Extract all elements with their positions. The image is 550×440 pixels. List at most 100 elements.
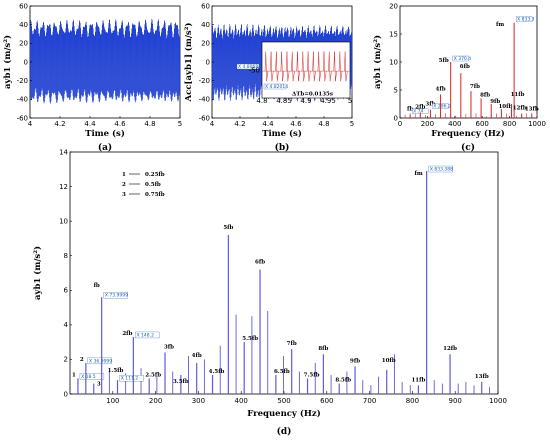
panel-d-legend-text: 0.25fb	[145, 172, 165, 178]
panel-d-peak-label: 4fb	[192, 353, 202, 359]
panel-d-peak-label: 3	[97, 382, 101, 388]
panel-d-peak-label: 11fb	[411, 377, 425, 383]
panel-d-peak-label: 10fb	[382, 358, 396, 364]
panel-c-ylabel: ayb1 (m/s²)	[372, 35, 383, 89]
panel-c-datatip: X 296.2	[433, 103, 451, 109]
panel-d-datatip: X 18.5	[81, 374, 96, 380]
panel-d-xtick-label: 1000	[489, 397, 507, 405]
panel-d-peak-label: 7.5fb	[304, 372, 320, 378]
panel-d-xtick-label: 300	[192, 397, 205, 405]
panel-d-peak-label: 1	[72, 372, 76, 378]
panel-b-ytick-label: 40	[201, 21, 210, 29]
panel-c-xtick-label: 400	[448, 120, 461, 128]
panel-c-xlabel: Frequency (Hz)	[431, 128, 504, 139]
panel-d-legend-text: 0.75fb	[145, 192, 165, 198]
panel-d-legend-num: 3	[122, 192, 126, 198]
panel-b-datatip-1: X 4.80684	[238, 64, 261, 70]
panel-b-xtick-label: 4.8	[318, 120, 329, 128]
panel-b-datatip-2: X 4.82014	[265, 84, 288, 90]
panel-d-datatip: X 73.9999	[105, 293, 128, 299]
panel-c-datatip-box	[452, 55, 469, 62]
panel-d-peak-label: 3fb	[164, 345, 174, 351]
panel-c-ytick-label: 5	[394, 86, 398, 94]
panel-b-ytick-label: -40	[199, 96, 210, 104]
panel-c-datatip: X 74	[413, 108, 423, 114]
panel-b-caption: (b)	[275, 142, 290, 153]
panel-d-peak-label: 4.5fb	[209, 369, 225, 375]
panel-d-ytick-label: 10	[59, 217, 68, 225]
panel-a-xtick-label: 4	[28, 120, 33, 128]
panel-b-xtick-label: 4	[210, 120, 215, 128]
panel-c-peak-label: 7fb	[470, 84, 480, 90]
panel-a-caption: (a)	[98, 142, 112, 153]
panel-d-peak-label: 9fb	[350, 358, 360, 364]
panel-d-datatip-box	[79, 373, 105, 380]
panel-a-ytick-label: 20	[19, 40, 28, 48]
panel-c-peak-label: 10fb	[498, 104, 512, 110]
panel-b-xtick-label: 4.4	[262, 120, 274, 128]
panel-b-datatip-1-box	[236, 63, 260, 70]
panel-a-ytick-label: 40	[19, 21, 28, 29]
panel-b-inset-signal	[264, 51, 348, 82]
panel-d-legend-text: 0.5fb	[145, 182, 161, 188]
panel-b-inset: X 4.80684 X 4.82014 ΔTb=0.0135s 4.8 4.85 4.9 4…	[236, 41, 352, 105]
panel-a-xtick-label: 4.6	[114, 120, 126, 128]
panel-c-xtick-label: 200	[421, 120, 434, 128]
panel-c-peak-label: 12fb	[513, 106, 527, 112]
panel-a-xtick-label: 4.4	[84, 120, 96, 128]
panel-a-xtick-label: 4.2	[54, 120, 65, 128]
panel-c-ytick-label: 15	[389, 30, 398, 38]
panel-d-xtick-label: 200	[149, 397, 162, 405]
panel-c-datatip: X 370.4	[454, 56, 472, 62]
panel-c-peak-label: 3fb	[425, 102, 435, 108]
panel-c-peak-label: 2fb	[415, 104, 425, 110]
panel-c-xtick-label: 800	[503, 120, 516, 128]
panel-d-peak-label: 13fb	[475, 374, 489, 380]
panel-a-xtick-label: 4.8	[144, 120, 155, 128]
panel-d-xtick-label: 800	[406, 397, 419, 405]
panel-b-ytick-label: 60	[201, 2, 210, 10]
panel-d-ytick-label: 6	[64, 287, 69, 295]
panel-c-peak-label: 11fb	[511, 92, 525, 98]
panel-c-datatip: X 833.3	[517, 17, 535, 23]
panel-b-inset-xtick: 4.9	[300, 97, 311, 105]
panel-d-ticks: 100 200 300 400 500 600 700 800 900 1000024681012…	[59, 148, 507, 405]
panel-c-peak-label: fm	[496, 22, 504, 28]
panel-d-ytick-label: 4	[64, 321, 69, 329]
panel-d-xtick-label: 900	[449, 397, 462, 405]
panel-d-peak-label: 7fb	[287, 341, 297, 347]
panel-c-xtick-label: 0	[398, 120, 402, 128]
panel-d-peak-label: 1.5fb	[108, 368, 124, 374]
panel-c-peak-label: 13fb	[525, 107, 539, 113]
panel-a-ticks: 4 4.2 4.4 4.6 4.8 5 -60 -40 -20 0 20 40 60	[17, 2, 183, 128]
panel-c-peak-label: 5fb	[439, 58, 449, 64]
panel-d-peak-label: 3.5fb	[173, 379, 189, 385]
panel-a-xlabel: Time (s)	[85, 128, 125, 139]
panel-b-inset-xtick: 5	[348, 97, 352, 105]
panel-d-datatip-box	[119, 375, 144, 382]
panel-d-ytick-label: 8	[64, 252, 68, 260]
panel-b-inset-annotation: ΔTb=0.0135s	[292, 92, 333, 98]
panel-b-ytick-label: -20	[199, 77, 210, 85]
panel-d-ytick-label: 0	[64, 390, 68, 398]
panel-d-ytick-label: 12	[59, 183, 68, 191]
panel-b-ylabel: Acc[ayb1] (m/s²)	[183, 23, 194, 103]
panel-d-datatip-box	[87, 357, 112, 365]
panel-d-xtick-label: 100	[106, 397, 119, 405]
panel-c-ytick-label: 20	[389, 2, 398, 10]
panel-d-peak-label: 8fb	[318, 346, 328, 352]
panel-d-datatip-box	[135, 331, 160, 339]
panel-d-peak-label: 5.5fb	[242, 336, 258, 342]
panel-a-signal	[29, 19, 181, 104]
panel-b-xtick-label: 4.6	[290, 120, 302, 128]
panel-d-xlabel: Frequency (Hz)	[247, 408, 320, 419]
panel-d-peak-label: 2	[80, 357, 84, 363]
panel-a-signal-line	[29, 19, 181, 104]
